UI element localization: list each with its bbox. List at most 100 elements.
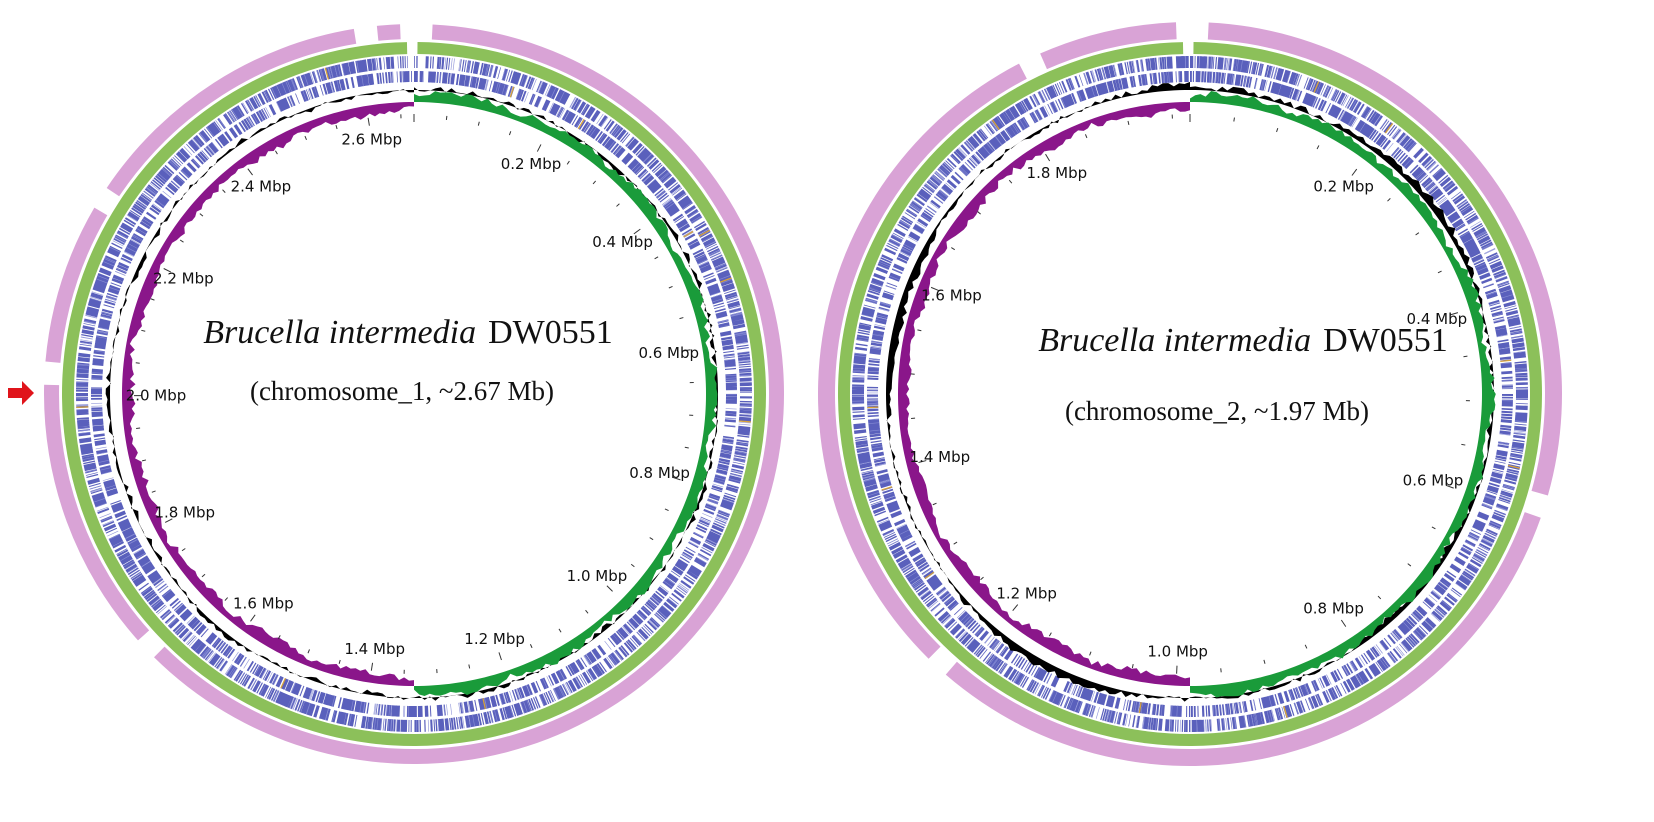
tick-mark [201,573,206,578]
rna-feature [698,229,711,237]
tick-mark [1276,127,1279,133]
tick-mark [668,286,673,289]
tick-mark [682,349,691,352]
position-label: 2.4 Mbp [231,177,292,195]
rna-feature [1138,702,1142,714]
position-labels: 0.2 Mbp 0.4 Mbp 0.6 Mbp 0.8 Mbp 1.0 Mbp 1.2 M… [126,130,699,657]
tick-mark [1340,619,1347,627]
tick-mark [304,135,307,140]
position-label: 1.2 Mbp [996,585,1057,603]
position-label: 1.6 Mbp [921,287,982,305]
outer-ring-segment [44,384,150,641]
position-label: 1.8 Mbp [154,503,215,521]
tick-mark [558,628,562,633]
tick-mark [1463,355,1468,358]
tick-mark [151,490,156,493]
tick-mark [1263,659,1266,664]
rna-feature [1283,706,1288,718]
tick-mark [1461,443,1466,446]
position-label: 2.2 Mbp [153,269,214,287]
tick-mark [141,459,147,462]
tick-mark [1008,179,1013,184]
position-label: 1.4 Mbp [910,448,971,466]
tick-mark [1446,484,1454,489]
rna-feature [76,406,89,409]
rna-feature [324,67,330,80]
cds-forward-ring [76,56,752,732]
red-arrow-icon [8,381,34,405]
position-label: 1.4 Mbp [344,640,405,658]
position-label: 2.6 Mbp [341,130,402,148]
tick-mark [1450,312,1459,316]
position-label: 1.6 Mbp [233,594,294,612]
position-label: 0.6 Mbp [1403,472,1464,490]
tick-mark [277,635,281,640]
rna-feature [1500,359,1512,362]
tick-mark [498,652,502,661]
tick-mark [930,286,939,291]
position-ticks [910,114,1470,674]
tick-mark [1045,153,1051,162]
outer-ring-segment [45,207,108,363]
map-subtitle: (chromosome_1, ~2.67 Mb) [250,376,554,406]
gc-content-track [886,81,1495,702]
rna-feature [280,678,286,689]
position-label: 0.2 Mbp [501,155,562,173]
tick-mark [654,256,659,260]
tick-mark [1233,117,1235,122]
species-name: Brucella intermedia [1038,322,1311,359]
position-label: 0.8 Mbp [1303,599,1364,617]
tick-mark [468,664,471,669]
rna-feature [991,119,1000,130]
position-label: 1.8 Mbp [1027,164,1088,182]
outer-feature-ring [817,22,1562,766]
tick-mark [181,548,186,552]
rna-feature [867,406,879,409]
tick-mark [679,317,684,320]
tick-mark [630,563,635,568]
rna-feature [1313,81,1320,93]
tick-mark [977,211,981,215]
tick-mark [338,659,341,664]
chromosome-2-map: 0.2 Mbp 0.4 Mbp 0.6 Mbp 0.8 Mbp 1.0 Mbp 1.2 M… [817,22,1562,766]
tick-mark [980,576,984,581]
tick-mark [370,662,374,671]
tick-mark [1437,270,1442,274]
tick-mark [224,597,229,601]
rna-feature [881,486,893,491]
tick-mark [1012,604,1019,612]
tick-mark [199,213,204,217]
tick-mark [1304,644,1308,649]
tick-mark [508,131,512,136]
position-ticks [134,114,694,674]
tick-mark [1316,145,1320,150]
chromosome-1-map: 0.2 Mbp 0.4 Mbp 0.6 Mbp 0.8 Mbp 1.0 Mbp 1.2 M… [8,24,785,764]
tick-mark [1407,563,1412,567]
tick-mark [649,537,654,541]
outer-ring-segment [106,28,357,197]
tick-mark [1127,120,1130,125]
tick-mark [1131,663,1134,669]
position-label: 0.6 Mbp [638,344,699,362]
marker-arrow [8,381,34,405]
tick-mark [585,609,589,614]
position-label: 1.0 Mbp [1147,643,1208,661]
tick-mark [684,446,689,449]
rna-feature [482,698,487,710]
outer-ring-segment [154,24,785,764]
tick-mark [918,460,927,463]
tick-mark [335,124,338,130]
rna-feature [577,119,585,130]
tick-mark [250,614,256,622]
tick-mark [1377,595,1382,600]
tick-mark [1048,632,1052,637]
tick-mark [150,298,155,301]
position-label: 0.4 Mbp [592,233,653,251]
cds-stripes [867,71,1513,717]
tick-mark [477,121,480,126]
map-subtitle: (chromosome_2, ~1.97 Mb) [1065,396,1369,426]
tick-mark [222,189,226,193]
strain-name: DW0551 [1323,322,1448,359]
tick-mark [616,203,620,207]
position-label: 0.2 Mbp [1313,178,1374,196]
